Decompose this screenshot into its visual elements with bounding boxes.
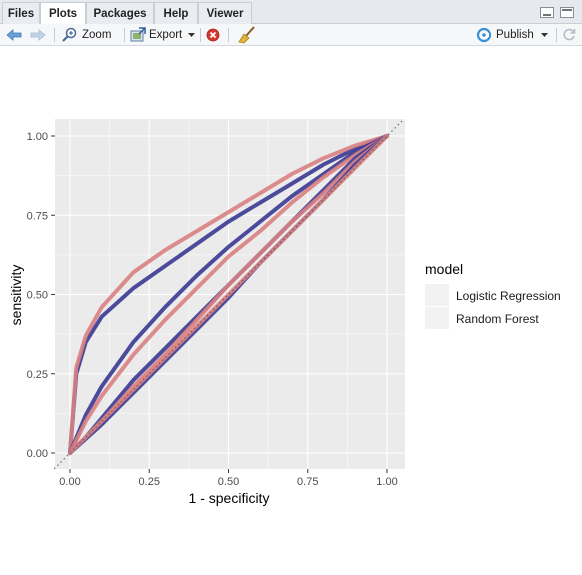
chevron-down-icon (188, 33, 195, 37)
reference-line (53, 119, 404, 470)
plots-toolbar: Zoom Export Publish (0, 24, 582, 46)
tab-label: Viewer (206, 8, 244, 20)
toolbar-divider (556, 28, 557, 42)
x-axis-label: 1 - specificity (189, 490, 270, 506)
publish-button[interactable]: Publish (476, 24, 552, 46)
tab-label: Plots (48, 8, 78, 20)
export-dropdown-button[interactable]: Export (130, 24, 196, 46)
legend-title: model (425, 261, 463, 277)
x-tick-label: 0.00 (59, 476, 80, 488)
forward-arrow-icon[interactable] (30, 28, 46, 42)
maximize-icon (562, 9, 572, 11)
broom-icon[interactable] (238, 26, 256, 44)
tab-label: Files (7, 8, 35, 20)
axis-ticks: 0.00 0.25 0.50 0.75 1.00 0.00 0.25 0.50 0.75 1.00 (27, 131, 398, 488)
series-lines (68, 134, 389, 455)
tab-label: Help (163, 8, 189, 20)
tab-label: Packages (93, 8, 147, 20)
export-icon (130, 27, 146, 42)
toolbar-divider (124, 28, 125, 42)
x-tick-label: 0.25 (139, 476, 160, 488)
zoom-label: Zoom (82, 29, 112, 41)
toolbar-divider (54, 28, 55, 42)
roc-curve-random-forest (68, 134, 389, 455)
legend-label: Random Forest (456, 312, 539, 326)
y-tick-label: 0.50 (27, 290, 48, 302)
publish-label: Publish (496, 29, 534, 41)
maximize-pane-button[interactable] (560, 7, 574, 18)
minimize-icon (543, 14, 551, 16)
refresh-icon[interactable] (562, 28, 576, 42)
x-tick-label: 1.00 (376, 476, 397, 488)
publish-icon (476, 27, 492, 43)
export-label: Export (149, 29, 183, 41)
remove-plot-icon[interactable] (206, 28, 220, 42)
y-tick-label: 0.75 (27, 210, 48, 222)
plot-viewer: 0.00 0.25 0.50 0.75 1.00 0.00 0.25 0.50 0.75 1.00… (0, 47, 582, 570)
tab-viewer[interactable]: Viewer (198, 2, 252, 24)
roc-curve-logistic-regression (68, 134, 389, 455)
back-arrow-icon[interactable] (6, 28, 22, 42)
pane-tab-bar: Files Plots Packages Help Viewer (0, 0, 582, 25)
y-axis-label: sensitivity (8, 265, 24, 326)
tab-help[interactable]: Help (154, 2, 198, 24)
x-tick-label: 0.50 (218, 476, 239, 488)
reference-diagonal (53, 119, 404, 470)
tab-plots[interactable]: Plots (40, 2, 86, 25)
tab-packages[interactable]: Packages (86, 2, 154, 24)
x-tick-label: 0.75 (297, 476, 318, 488)
toolbar-divider (228, 28, 229, 42)
toolbar-divider (200, 28, 201, 42)
y-tick-label: 0.00 (27, 448, 48, 460)
roc-curve-random-forest (68, 134, 389, 455)
legend-key (425, 284, 449, 306)
zoom-icon (62, 27, 77, 42)
minimize-pane-button[interactable] (540, 7, 554, 18)
roc-chart: 0.00 0.25 0.50 0.75 1.00 0.00 0.25 0.50 0.75 1.00… (8, 119, 561, 506)
legend-key (425, 307, 449, 329)
y-tick-label: 1.00 (27, 131, 48, 143)
y-tick-label: 0.25 (27, 369, 48, 381)
legend-label: Logistic Regression (456, 289, 561, 303)
tab-files[interactable]: Files (2, 2, 40, 24)
chevron-down-icon (541, 33, 548, 37)
